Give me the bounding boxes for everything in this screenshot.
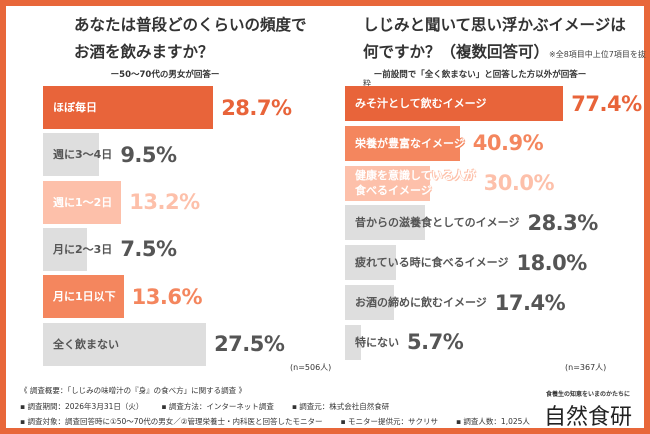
bar	[43, 275, 124, 319]
footer-line2: ▪ 調査期間：2026年3月31日（火） ▪ 調査方法：インターネット調査 ▪ 調査…	[20, 401, 407, 412]
bar	[43, 227, 88, 271]
bar-row: 月に1日以下 13.6%	[43, 275, 203, 319]
right-title-note: ※全8項目中上位7項目を抜粋	[363, 50, 646, 88]
value-label: 13.6%	[131, 284, 203, 309]
logo: 自然食研	[543, 405, 632, 430]
bar-row: お酒の締めに飲むイメージ 17.4%	[345, 285, 566, 320]
survey-count: ▪ 調査人数：1,025人	[455, 417, 530, 426]
bar-label: 栄養が豊富なイメージ	[355, 136, 465, 150]
bar-row: 全く飲まない 27.5%	[43, 322, 285, 366]
bar-label: 疲れている時に食べるイメージ	[355, 256, 509, 270]
left-title-line2: お酒を飲みますか？	[74, 43, 214, 61]
bar-label: 健康を意識している人が 食べるイメージ	[355, 169, 476, 198]
bar-label: 週に1〜2日	[53, 195, 113, 209]
bar-row: 特にない 5.7%	[345, 324, 464, 360]
value-label: 5.7%	[407, 330, 464, 355]
bar	[43, 86, 214, 129]
value-label: 28.7%	[221, 95, 292, 120]
bar-row: 週に3〜4日 9.5%	[43, 133, 177, 177]
right-title: しじみと聞いて思い浮かぶイメージは 何ですか？（複数回答可）※全8項目中上位7項…	[363, 12, 650, 97]
value-label: 9.5%	[120, 142, 177, 167]
logo-tagline: 食養生の知恵をいまのかたちに	[545, 391, 630, 398]
bar-label: 昔からの滋養食としてのイメージ	[355, 216, 520, 230]
footer-line3: ▪ 調査対象：調査回答時に①50〜70代の男女／②管理栄養士・内科医と回答したモ…	[20, 416, 548, 427]
value-label: 27.5%	[214, 332, 285, 356]
bar-label: みそ汁として飲むイメージ	[355, 97, 487, 110]
left-subtitle: ー50〜70代の男女が回答ー	[110, 70, 220, 80]
bar	[345, 285, 395, 320]
bar-label: 週に3〜4日	[53, 148, 113, 162]
bar-label: お酒の締めに飲むイメージ	[355, 296, 487, 309]
bar-label: 全く飲まない	[53, 337, 119, 351]
left-title-line1: あなたは普段どのくらいの頻度で	[74, 16, 307, 34]
survey-target: ▪ 調査対象：調査回答時に①50〜70代の男女／②管理栄養士・内科医と回答したモ…	[20, 417, 323, 426]
bar-row: 健康を意識している人が 食べるイメージ 30.0%	[345, 165, 555, 201]
right-title-line2: 何ですか？（複数回答可）	[363, 43, 550, 61]
value-label: 77.4%	[571, 91, 642, 116]
bar-label: 月に1日以下	[53, 290, 116, 304]
bar-row: みそ汁として飲むイメージ 77.4%	[345, 86, 642, 121]
bar-row: 昔からの滋養食としてのイメージ 28.3%	[345, 205, 598, 241]
value-label: 40.9%	[472, 131, 544, 156]
bar-label: 特にない	[355, 335, 399, 349]
bar	[43, 133, 100, 177]
survey-method: ▪ 調査方法：インターネット調査	[161, 402, 274, 411]
bar	[345, 245, 396, 281]
survey-period: ▪ 調査期間：2026年3月31日（火）	[20, 402, 144, 411]
survey-source: ▪ 調査元：株式会社自然食研	[291, 402, 390, 411]
footer-overview: 《 調査概要：「しじみの味噌汁の『身』の食べ方」に関する調査 》	[20, 386, 247, 395]
bar-row: 月に2〜3日 7.5%	[43, 227, 177, 271]
value-label: 13.2%	[129, 190, 200, 215]
bar	[345, 205, 425, 241]
value-label: 17.4%	[494, 290, 566, 315]
bar	[345, 125, 461, 161]
monitor-provider: ▪ モニター提供元：サクリサ	[340, 417, 438, 426]
bar	[43, 180, 122, 224]
value-label: 7.5%	[120, 237, 177, 262]
left-title: あなたは普段どのくらいの頻度で お酒を飲みますか？	[74, 12, 307, 66]
bar-row: 栄養が豊富なイメージ 40.9%	[345, 125, 544, 161]
bar-row: ほぼ毎日 28.7%	[43, 86, 292, 129]
bar	[43, 322, 207, 366]
left-sample-size: (n=506人)	[290, 363, 332, 372]
bar-row: 疲れている時に食べるイメージ 18.0%	[345, 245, 587, 281]
bar	[345, 165, 430, 201]
bar-row: 週に1〜2日 13.2%	[43, 180, 200, 224]
bar	[345, 324, 362, 360]
value-label: 30.0%	[483, 171, 555, 196]
bar-label: ほぼ毎日	[53, 101, 97, 114]
right-title-line1: しじみと聞いて思い浮かぶイメージは	[363, 16, 626, 34]
value-label: 18.0%	[516, 250, 587, 275]
bar	[345, 86, 564, 121]
value-label: 28.3%	[527, 210, 598, 235]
right-subtitle: ー前設問で「全く飲まない」と回答した方以外が回答ー	[373, 70, 587, 80]
bar-label: 月に2〜3日	[53, 242, 113, 256]
right-sample-size: (n=367人)	[565, 363, 607, 372]
